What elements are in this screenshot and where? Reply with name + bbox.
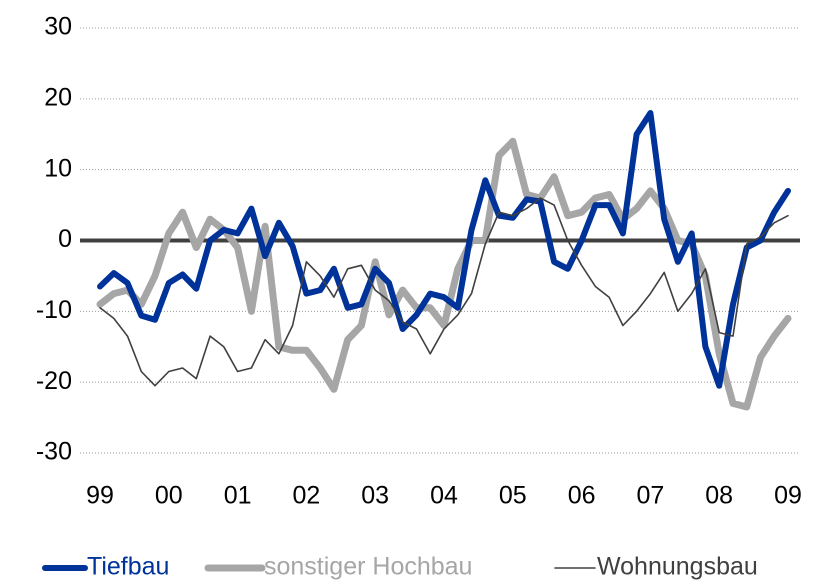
series-line bbox=[99, 197, 789, 387]
y-tick-label: 0 bbox=[58, 225, 72, 253]
series-line bbox=[97, 110, 791, 389]
legend-label: Wohnungsbau bbox=[597, 553, 758, 581]
x-tick-label: 08 bbox=[705, 482, 733, 510]
y-tick-label: 20 bbox=[44, 83, 72, 111]
x-tick-label: 03 bbox=[361, 482, 389, 510]
x-tick-label: 01 bbox=[224, 482, 252, 510]
y-tick-label: -20 bbox=[36, 367, 72, 395]
series-line bbox=[96, 137, 792, 411]
x-tick-label: 99 bbox=[86, 482, 114, 510]
y-tick-label: -30 bbox=[36, 438, 72, 466]
x-tick-label: 06 bbox=[568, 482, 596, 510]
x-tick-label: 07 bbox=[636, 482, 664, 510]
x-tick-label: 00 bbox=[155, 482, 183, 510]
x-tick-label: 02 bbox=[292, 482, 320, 510]
legend-label: Tiefbau bbox=[87, 553, 169, 581]
x-tick-label: 04 bbox=[430, 482, 458, 510]
y-tick-label: 30 bbox=[44, 13, 72, 41]
legend-label: sonstiger Hochbau bbox=[264, 553, 472, 581]
y-tick-label: 10 bbox=[44, 154, 72, 182]
y-tick-label: -10 bbox=[36, 296, 72, 324]
x-tick-label: 05 bbox=[499, 482, 527, 510]
x-tick-label: 09 bbox=[774, 482, 802, 510]
